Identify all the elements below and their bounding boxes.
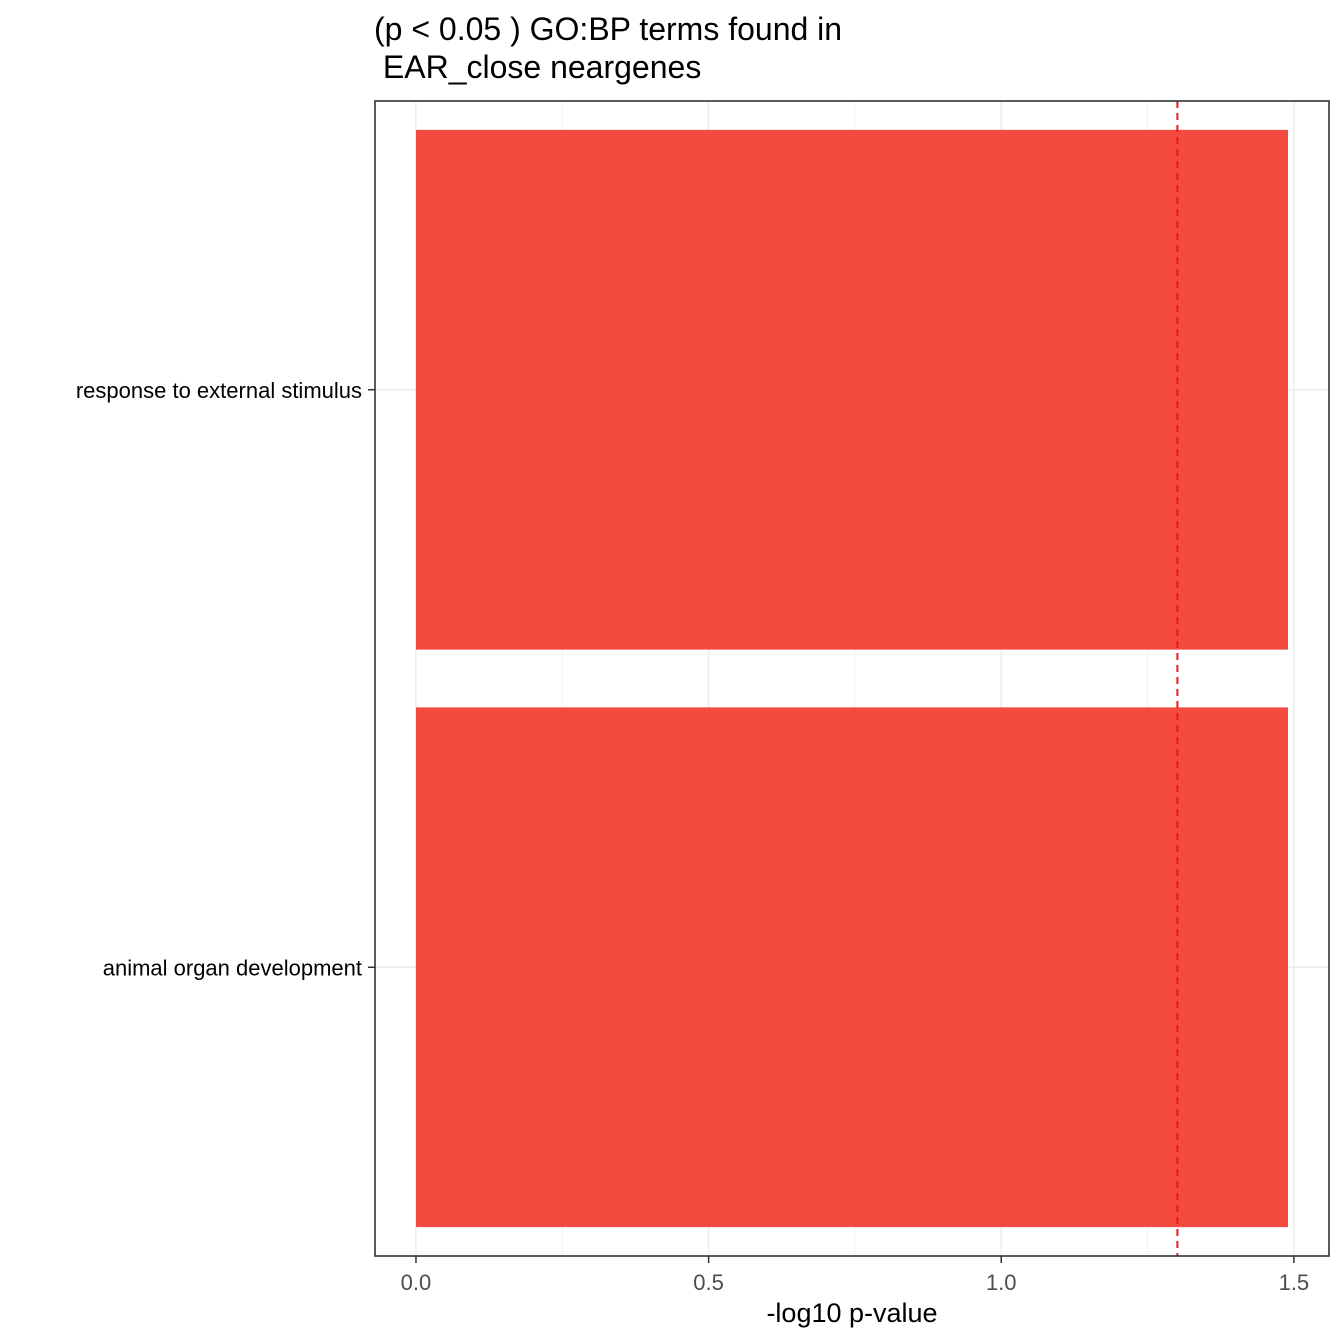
panel-border (374, 100, 1330, 1257)
x-tick-label: 1.5 (1279, 1270, 1310, 1295)
bars (415, 129, 1289, 1228)
x-axis: 0.0 0.5 1.0 1.5 (401, 1256, 1310, 1295)
chart-title-line2: EAR_close neargenes (374, 49, 702, 85)
x-tick-label: 0.0 (401, 1270, 432, 1295)
bar (415, 129, 1289, 650)
y-tick-label: animal organ development (103, 955, 362, 980)
bar (415, 707, 1289, 1228)
chart-title-line1: (p < 0.05 ) GO:BP terms found in (374, 11, 843, 47)
chart-title: (p < 0.05 ) GO:BP terms found in EAR_clo… (374, 10, 842, 86)
y-tick-label: response to external stimulus (76, 378, 362, 403)
x-tick-label: 0.5 (693, 1270, 724, 1295)
x-tick-label: 1.0 (986, 1270, 1017, 1295)
x-axis-title: -log10 p-value (766, 1298, 937, 1328)
y-axis: response to external stimulus animal orga… (76, 378, 375, 980)
